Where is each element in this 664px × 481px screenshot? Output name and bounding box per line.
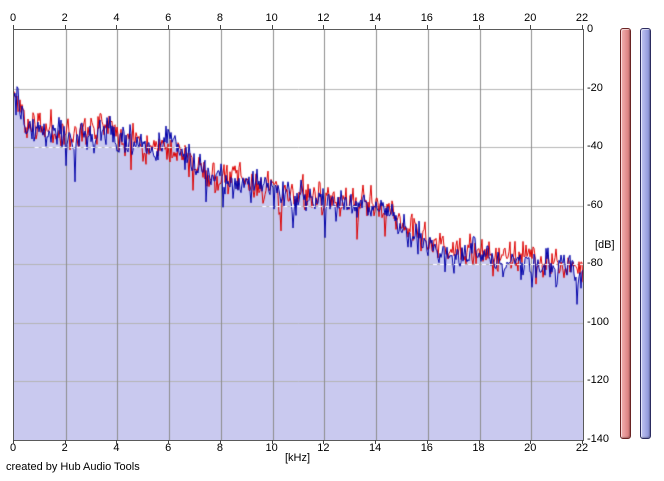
x-tick-label: 6 <box>165 12 172 24</box>
x-tick-label: 18 <box>472 12 485 24</box>
y-tick-label: -80 <box>587 257 603 270</box>
plot-area <box>13 29 584 441</box>
axis-tickmark <box>478 440 480 444</box>
x-tick-label: 12 <box>317 12 330 24</box>
x-tick-label: 6 <box>165 442 172 454</box>
spectrum-canvas <box>14 30 583 440</box>
x-tick-label: 20 <box>524 442 537 454</box>
left-level-meter <box>620 28 631 439</box>
x-tick-label: 14 <box>368 12 382 24</box>
x-tick-label: 20 <box>524 12 537 24</box>
axis-tickmark <box>168 440 170 444</box>
axis-tickmark <box>323 25 325 29</box>
x-tick-label: 22 <box>575 12 589 24</box>
khz-axis-label: [kHz] <box>284 452 311 464</box>
x-tick-label: 18 <box>472 442 485 454</box>
y-tick-label: -20 <box>587 81 603 94</box>
x-tick-label: 0 <box>9 442 17 454</box>
axis-tickmark <box>64 25 66 29</box>
right-level-meter <box>640 28 651 439</box>
axis-tickmark <box>375 440 377 444</box>
x-tick-label: 10 <box>265 442 278 454</box>
x-tick-label: 10 <box>265 12 278 24</box>
axis-tickmark <box>116 25 118 29</box>
axis-tickmark <box>530 25 532 29</box>
x-tick-label: 2 <box>61 442 68 454</box>
y-tick-label: 0 <box>587 23 594 35</box>
axis-tickmark <box>116 440 118 444</box>
axis-tickmark <box>168 25 170 29</box>
axis-tickmark <box>13 25 14 29</box>
credit-text: created by Hub Audio Tools <box>6 461 140 473</box>
axis-tickmark <box>582 440 583 444</box>
y-tick-label: -140 <box>587 433 610 445</box>
axis-tickmark <box>426 25 428 29</box>
x-tick-label: 4 <box>113 12 120 24</box>
x-tick-label: 14 <box>368 442 382 454</box>
axis-tickmark <box>271 440 273 444</box>
x-tick-label: 0 <box>9 12 17 24</box>
y-tick-label: -40 <box>587 140 603 153</box>
x-tick-label: 4 <box>113 442 120 454</box>
y-tick-label: -100 <box>587 315 610 328</box>
y-tick-label: -60 <box>587 198 603 211</box>
x-tick-label: 16 <box>420 442 433 454</box>
x-tick-label: 16 <box>420 12 433 24</box>
x-tick-label: 12 <box>317 442 330 454</box>
axis-tickmark <box>219 440 221 444</box>
axis-tickmark <box>219 25 221 29</box>
axis-tickmark <box>323 440 325 444</box>
axis-tickmark <box>271 25 273 29</box>
db-axis-label: [dB] <box>595 239 615 251</box>
axis-tickmark <box>13 440 14 444</box>
axis-tickmark <box>375 25 377 29</box>
axis-tickmark <box>478 25 480 29</box>
x-tick-label: 8 <box>216 12 223 24</box>
x-tick-label: 2 <box>61 12 68 24</box>
x-tick-label: 22 <box>575 442 589 454</box>
axis-tickmark <box>64 440 66 444</box>
axis-tickmark <box>426 440 428 444</box>
axis-tickmark <box>530 440 532 444</box>
axis-tickmark <box>582 25 583 29</box>
y-tick-label: -120 <box>587 374 610 387</box>
x-tick-label: 8 <box>216 442 223 454</box>
